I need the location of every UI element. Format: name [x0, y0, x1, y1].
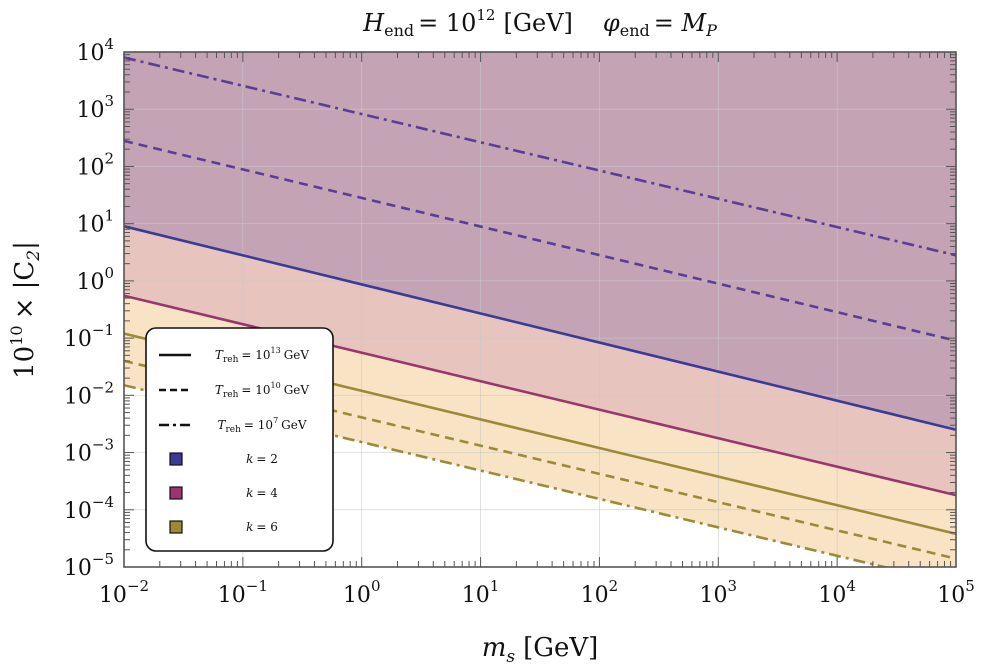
x-tick-label: 104 — [818, 577, 856, 608]
y-tick-label: 10−1 — [64, 321, 114, 352]
x-tick-label: 101 — [462, 577, 500, 608]
y-tick-label: 103 — [76, 92, 114, 123]
y-tick-label: 10−2 — [64, 378, 114, 409]
y-tick-labels: 10−5 10−4 10−3 10−2 10−1 100 101 102 103 104 — [64, 35, 114, 581]
legend-swatch-k2 — [169, 452, 183, 466]
x-tick-label: 105 — [937, 577, 975, 608]
series-k2-Treh1e10 — [124, 139, 956, 342]
shaded-regions — [124, 52, 956, 567]
series-k2-Treh1e13 — [124, 225, 956, 432]
x-axis-label: ms [GeV] — [482, 633, 599, 667]
legend: Treh = 1013 GeV Treh = 1010 GeV Treh = 107 GeV k =… — [145, 327, 334, 552]
legend-swatch-k4 — [169, 486, 183, 500]
y-tick-label: 104 — [76, 35, 114, 66]
y-axis-label: 1010× |C2| — [7, 241, 44, 379]
series-k2-Treh1e7 — [124, 56, 956, 257]
plot-frame — [123, 51, 957, 568]
x-tick-label: 103 — [700, 577, 738, 608]
x-tick-label: 102 — [581, 577, 619, 608]
x-tick-label: 10−1 — [218, 577, 268, 608]
y-tick-label: 10−3 — [64, 436, 114, 467]
legend-swatch-k6 — [169, 520, 183, 534]
legend-label-k: k = 6 — [246, 520, 278, 534]
legend-label-treh: Treh = 107 GeV — [217, 416, 306, 435]
chart-title: Hend = 1012 [GeV] φend = MP — [362, 6, 717, 40]
x-tick-label: 10−2 — [99, 577, 149, 608]
axis-ticks — [123, 51, 957, 568]
legend-label-k: k = 4 — [246, 486, 278, 500]
y-tick-label: 101 — [76, 207, 114, 238]
x-tick-labels: 10−2 10−1 100 101 102 103 104 105 — [99, 577, 975, 608]
y-tick-label: 10−5 — [64, 550, 114, 581]
y-tick-label: 100 — [76, 264, 114, 295]
x-tick-label: 100 — [343, 577, 381, 608]
y-tick-label: 102 — [76, 149, 114, 180]
legend-box — [145, 327, 334, 552]
y-tick-label: 10−4 — [64, 493, 114, 524]
legend-label-treh: Treh = 1013 GeV — [215, 346, 309, 365]
legend-label-treh: Treh = 1010 GeV — [215, 381, 309, 400]
legend-label-k: k = 2 — [246, 452, 278, 466]
